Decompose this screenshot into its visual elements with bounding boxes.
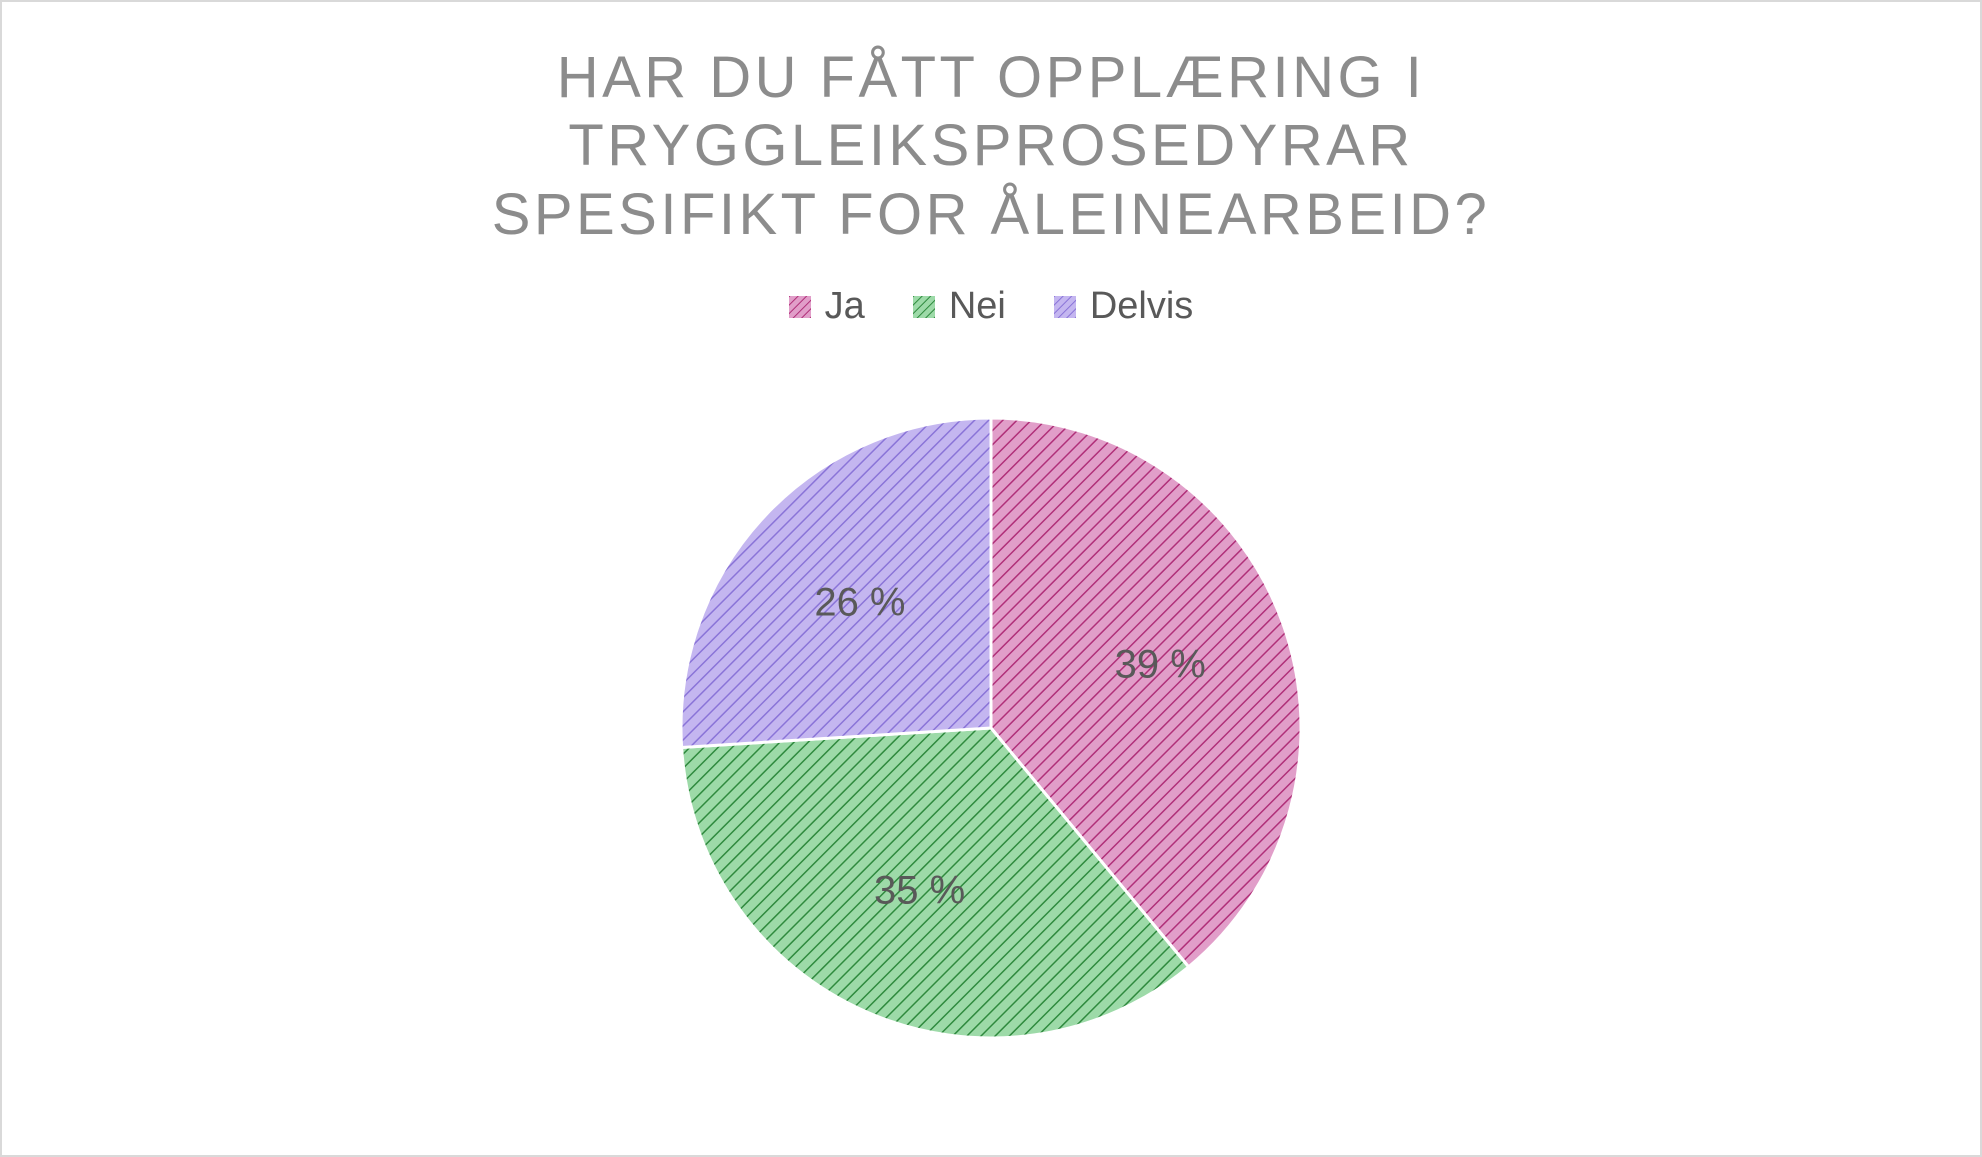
chart-legend: Ja Nei Delvis: [789, 285, 1194, 328]
legend-swatch-ja: [789, 296, 811, 318]
pie-svg: 39 % 35 % 26 %: [631, 388, 1351, 1068]
legend-swatch-delvis: [1054, 296, 1076, 318]
legend-item-delvis: Delvis: [1054, 285, 1193, 328]
slice-label-delvis: 26 %: [814, 581, 905, 625]
chart-frame: HAR DU FÅTT OPPLÆRING I TRYGGLEIKSPROSED…: [0, 0, 1982, 1157]
legend-item-ja: Ja: [789, 285, 865, 328]
legend-label-delvis: Delvis: [1090, 285, 1193, 328]
legend-item-nei: Nei: [913, 285, 1006, 328]
legend-label-nei: Nei: [949, 285, 1006, 328]
chart-title: HAR DU FÅTT OPPLÆRING I TRYGGLEIKSPROSED…: [492, 44, 1491, 249]
slice-label-nei: 35 %: [874, 869, 965, 913]
pie-chart: 39 % 35 % 26 %: [631, 388, 1351, 1073]
legend-label-ja: Ja: [825, 285, 865, 328]
slice-label-ja: 39 %: [1115, 643, 1206, 687]
legend-swatch-nei: [913, 296, 935, 318]
